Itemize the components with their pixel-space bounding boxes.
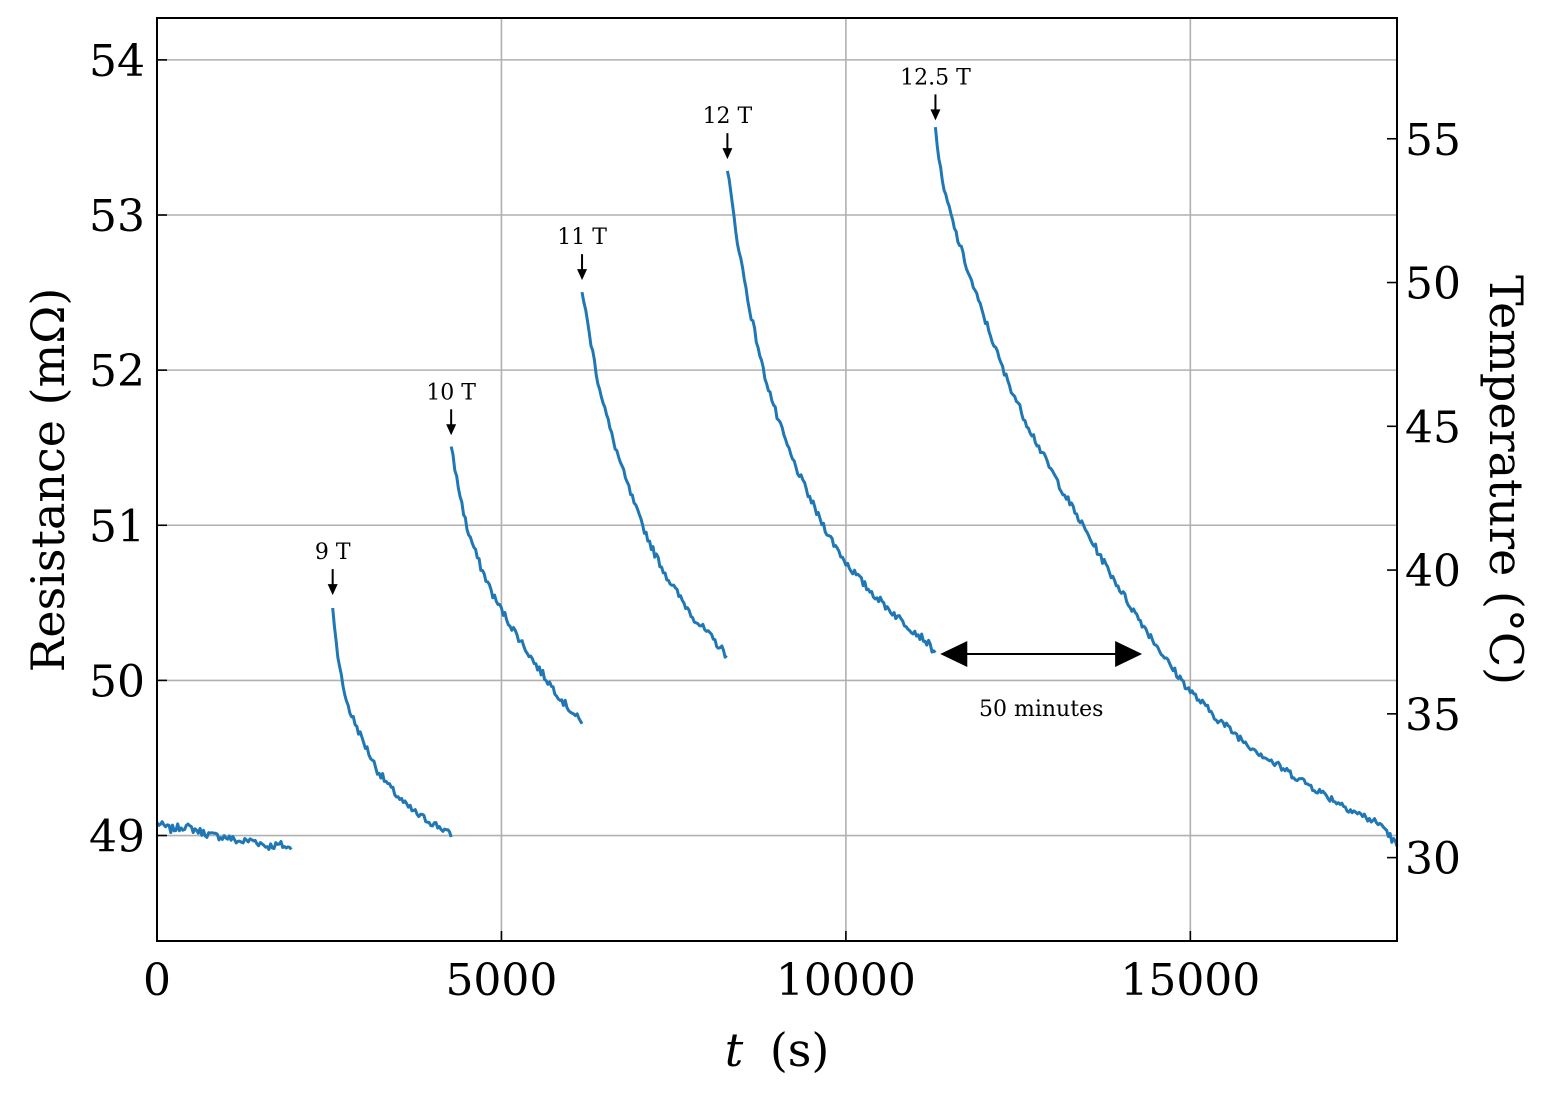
y2-tick-label: 50 — [1405, 259, 1461, 310]
annotation-layer: 9 T 10 T 11 T 12 T 12.5 T 50 minutes — [315, 65, 1143, 722]
field-label: 9 T — [315, 540, 351, 565]
field-label: 12 T — [703, 104, 753, 129]
x-axis-title: t (s) — [725, 1023, 830, 1077]
y2-tick-label: 35 — [1405, 690, 1461, 741]
y2-axis-title: Temperature (°C) — [1479, 275, 1533, 685]
x-axis-title-var: t — [725, 1023, 744, 1077]
interval-arrow-left-head — [940, 641, 968, 668]
resistance-series — [580, 291, 728, 659]
field-arrow-head — [722, 148, 733, 160]
field-label: 10 T — [426, 380, 476, 405]
interval-arrow-right-head — [1115, 641, 1143, 668]
x-tick-label: 5000 — [445, 955, 557, 1006]
resistance-series — [331, 607, 453, 838]
plot-frame — [156, 17, 1398, 942]
resistance-series — [449, 446, 584, 725]
grid-layer — [157, 18, 1397, 941]
field-arrow-head — [446, 424, 457, 436]
y2-tick-label: 30 — [1405, 834, 1461, 885]
y2-tick-label: 45 — [1405, 402, 1461, 453]
y-axis-title: Resistance (mΩ) — [21, 288, 75, 673]
field-arrow-head — [930, 109, 941, 121]
series-layer — [155, 126, 1399, 851]
y2-tick-label: 55 — [1405, 115, 1461, 166]
y-tick-label: 49 — [89, 812, 145, 863]
resistance-series — [725, 170, 937, 654]
field-label: 11 T — [557, 225, 607, 250]
y-tick-label: 51 — [89, 501, 145, 552]
resistance-series — [933, 126, 1399, 847]
field-arrow-head — [327, 584, 338, 596]
field-label: 12.5 T — [900, 65, 971, 90]
x-axis-title-unit: (s) — [770, 1023, 830, 1077]
x-tick-label: 10000 — [776, 955, 916, 1006]
interval-label: 50 minutes — [979, 697, 1103, 722]
x-tick-label: 15000 — [1120, 955, 1260, 1006]
y-tick-label: 52 — [89, 346, 145, 397]
y-tick-label: 54 — [89, 36, 145, 87]
tick-layer: 0 5000 10000 15000 49 50 51 52 53 54 30 35 40 45 50 55 — [89, 36, 1461, 1006]
y-tick-label: 50 — [89, 656, 145, 707]
x-tick-label: 0 — [143, 955, 171, 1006]
y2-tick-label: 40 — [1405, 546, 1461, 597]
resistance-series — [155, 820, 293, 851]
field-arrow-head — [577, 269, 588, 281]
y-tick-label: 53 — [89, 191, 145, 242]
